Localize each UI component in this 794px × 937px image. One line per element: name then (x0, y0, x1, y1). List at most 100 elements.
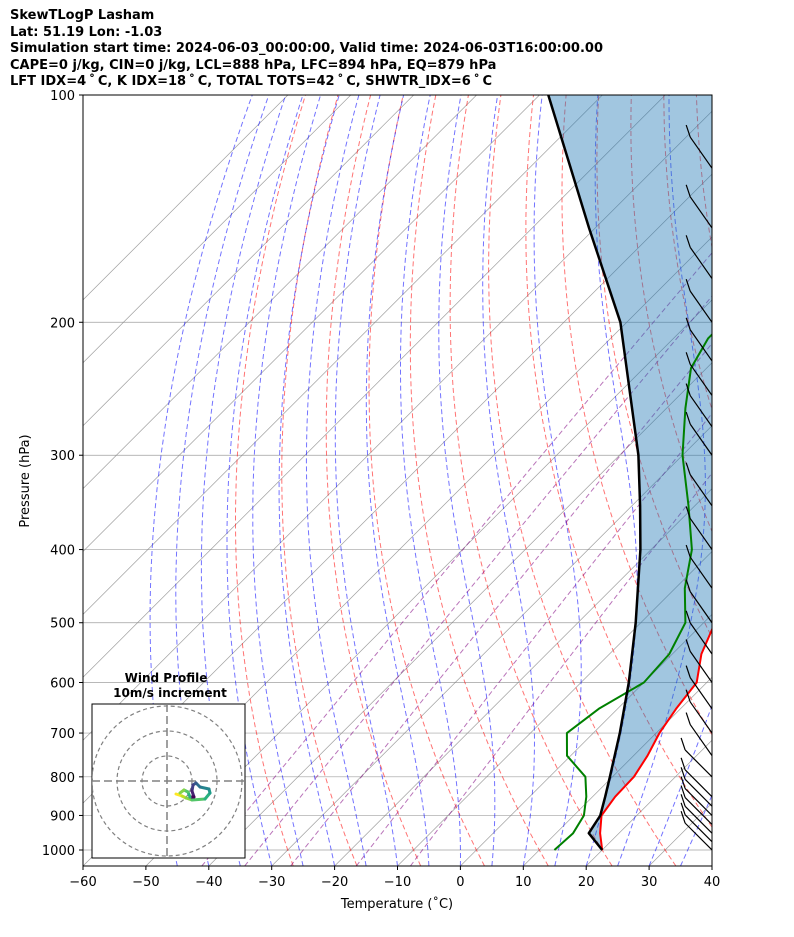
mixing-ratio-line (355, 412, 712, 866)
dry-adiabat-line (630, 95, 712, 533)
wind-barb (689, 247, 712, 279)
wind-barb (689, 556, 712, 589)
wind-barb-flag (680, 810, 686, 824)
inset-subtitle: 10m/s increment (113, 686, 227, 700)
wind-barb (684, 769, 712, 798)
simulation-times: Simulation start time: 2024-06-03_00:00:… (10, 41, 603, 57)
wind-barb-flag (685, 278, 691, 292)
wind-barb (684, 788, 712, 816)
moist-adiabat-line (711, 864, 712, 866)
dry-adiabat-line (281, 95, 358, 866)
wind-barb (684, 797, 712, 825)
y-tick-label: 500 (50, 617, 75, 632)
isotherm-line (334, 488, 712, 866)
wind-barb (684, 814, 712, 843)
wind-barb (689, 363, 712, 396)
hodo-segment (190, 797, 207, 802)
wind-barb-flag (685, 352, 691, 365)
isotherm-line (271, 425, 712, 866)
dry-adiabat-line (235, 95, 306, 866)
wind-barb (689, 290, 712, 323)
x-tick-label: −40 (195, 875, 222, 890)
wind-barb (689, 651, 712, 683)
isotherm-line (523, 676, 712, 866)
moist-adiabat-line (482, 95, 536, 866)
wind-barb (684, 778, 712, 807)
mixing-ratio-line (290, 342, 712, 866)
dry-adiabat-line (409, 95, 549, 866)
dry-adiabat-line (325, 95, 422, 866)
x-tick-label: 0 (456, 875, 464, 890)
wind-barb-flag (685, 639, 691, 652)
isotherm-line (83, 110, 712, 741)
wind-barb (689, 724, 712, 757)
wind-barb-flag (686, 52, 690, 64)
instability-indices: CAPE=0 j/kg, CIN=0 j/kg, LCL=888 hPa, LF… (10, 57, 497, 73)
x-tick-label: −60 (69, 875, 96, 890)
x-tick-label: 10 (515, 875, 532, 890)
wind-barb-flag (685, 506, 691, 519)
moist-adiabat-line (252, 95, 322, 866)
moist-adiabat-line (305, 95, 367, 866)
stability-indices: LFT IDX=4 ˚ C, K IDX=18 ˚ C, TOTAL TOTS=… (10, 74, 493, 90)
x-tick-label: −10 (384, 875, 411, 890)
dry-adiabat-line (449, 95, 613, 866)
wind-barb (684, 805, 712, 834)
chart-header: SkewTLogP Lasham Lat: 51.19 Lon: -1.03 S… (10, 8, 603, 91)
y-tick-label: 600 (50, 677, 75, 692)
wind-barb (689, 329, 712, 362)
y-tick-label: 1000 (42, 844, 75, 859)
x-tick-label: −50 (132, 875, 159, 890)
x-tick-label: 40 (704, 875, 721, 890)
y-tick-label: 700 (50, 727, 75, 742)
isotherm-line (83, 95, 603, 615)
wind-barb-flag (685, 544, 691, 558)
isotherm-line (83, 95, 414, 427)
moist-adiabat-line (365, 95, 430, 866)
wind-barb-flag (685, 689, 691, 703)
moist-adiabat-line (334, 95, 398, 866)
dry-adiabats (235, 95, 794, 866)
profile-lines (547, 95, 712, 851)
station-coordinates: Lat: 51.19 Lon: -1.03 (10, 24, 163, 40)
moist-adiabat-line (278, 95, 340, 866)
mixing-ratio-lines (201, 252, 712, 866)
wind-barb-flag (680, 802, 686, 816)
hodo-segment (178, 788, 186, 795)
y-tick-label: 300 (50, 449, 75, 464)
wind-barb-flag (685, 184, 691, 198)
dry-adiabat-line (663, 95, 712, 411)
y-axis-ticks: 1000 900 800 700 600 500 400 300 200 100 (42, 89, 83, 859)
isotherm-line (83, 95, 289, 301)
y-tick-label: 400 (50, 544, 75, 559)
plot-area (83, 52, 794, 866)
dewpoint-line (553, 333, 712, 851)
moist-adiabat-line (648, 704, 712, 866)
hodograph-trace (174, 781, 212, 802)
wind-barbs (680, 52, 712, 851)
y-axis-label: Pressure (hPa) (18, 434, 33, 527)
wind-barb-flag (685, 383, 691, 396)
y-tick-label: 100 (50, 89, 75, 104)
dry-adiabat-line (561, 95, 712, 736)
y-tick-label: 200 (50, 316, 75, 331)
mixing-ratio-line (244, 295, 712, 866)
wind-barb (689, 518, 712, 550)
isotherm-line (83, 95, 352, 364)
y-tick-label: 800 (50, 771, 75, 786)
wind-barb-flag (680, 794, 686, 807)
wind-barb-flag (685, 317, 691, 330)
x-tick-label: −20 (321, 875, 348, 890)
isotherm-line (83, 95, 666, 678)
hodo-segment (198, 785, 211, 791)
dry-adiabat-line (368, 95, 485, 866)
wind-barb-flag (680, 757, 686, 771)
wind-barb (711, 95, 712, 96)
y-tick-label: 900 (50, 809, 75, 824)
dry-adiabat-line (762, 95, 794, 866)
mixing-ratio-line (410, 472, 712, 866)
x-axis-label: Temperature (˚C) (340, 896, 453, 912)
isotherm-line (397, 551, 712, 866)
moist-adiabat-line (400, 95, 462, 866)
